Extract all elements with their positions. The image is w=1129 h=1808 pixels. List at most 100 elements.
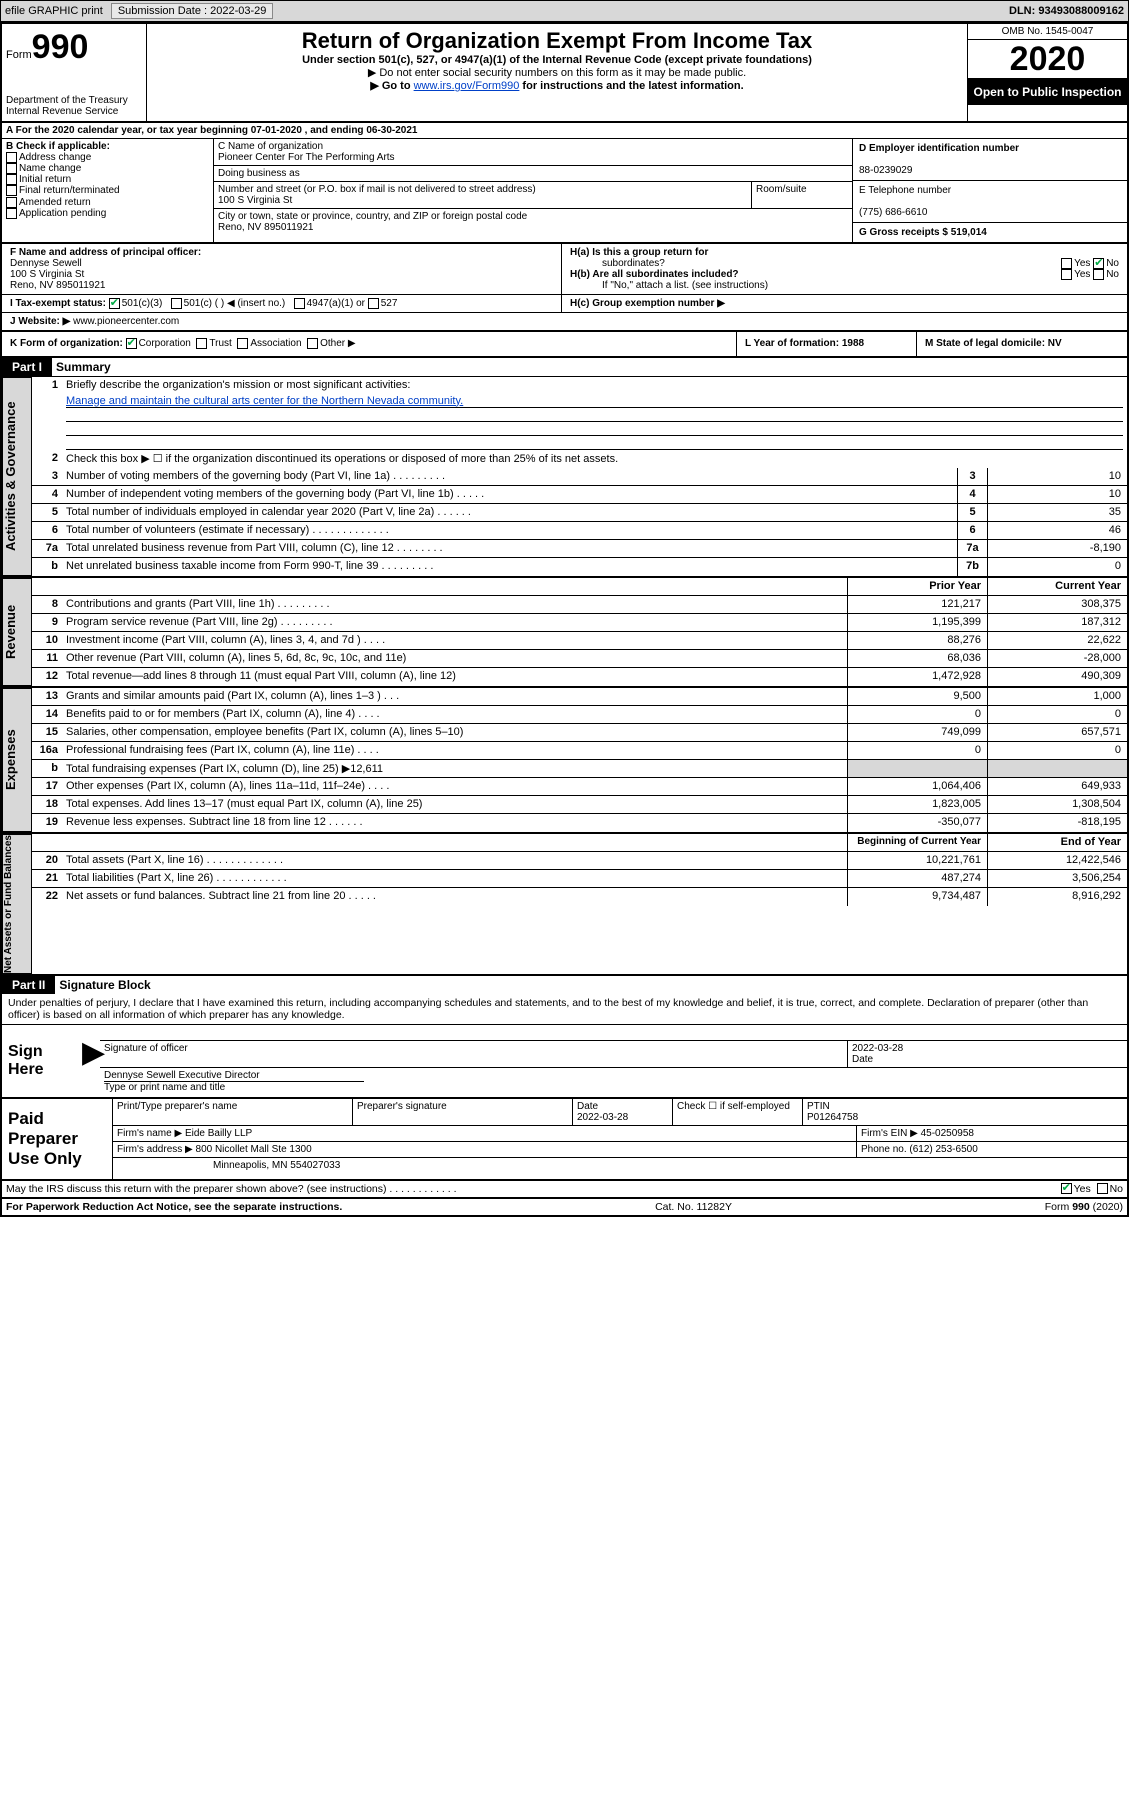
identity-block: B Check if applicable: Address change Na… bbox=[2, 139, 1127, 244]
line15: Salaries, other compensation, employee b… bbox=[62, 724, 847, 741]
checkbox-other[interactable] bbox=[307, 338, 318, 349]
mission-text[interactable]: Manage and maintain the cultural arts ce… bbox=[66, 395, 1123, 408]
ha-no: No bbox=[1106, 258, 1119, 269]
website-url: www.pioneercenter.com bbox=[73, 316, 179, 327]
paid-preparer-label: Paid Preparer Use Only bbox=[2, 1099, 112, 1179]
arrow-icon: ▶ bbox=[82, 1025, 100, 1097]
checkbox-527[interactable] bbox=[368, 298, 379, 309]
v5: 35 bbox=[987, 504, 1127, 521]
checkbox-name-change[interactable] bbox=[6, 163, 17, 174]
title-block: Return of Organization Exempt From Incom… bbox=[147, 24, 967, 121]
checkbox-ha-yes[interactable] bbox=[1061, 258, 1072, 269]
hb-yes: Yes bbox=[1074, 269, 1090, 280]
prep-date-hdr: Date bbox=[577, 1101, 598, 1112]
m-label: M State of legal domicile: NV bbox=[925, 338, 1062, 349]
p15: 749,099 bbox=[847, 724, 987, 741]
line20: Total assets (Part X, line 16) . . . . .… bbox=[62, 852, 847, 869]
checkbox-application-pending[interactable] bbox=[6, 208, 17, 219]
submission-date-button[interactable]: Submission Date : 2022-03-29 bbox=[111, 3, 274, 19]
line10: Investment income (Part VIII, column (A)… bbox=[62, 632, 847, 649]
vert-governance: Activities & Governance bbox=[2, 377, 32, 576]
p21: 487,274 bbox=[847, 870, 987, 887]
hc-label: H(c) Group exemption number ▶ bbox=[570, 298, 725, 309]
f-label: F Name and address of principal officer: bbox=[10, 247, 201, 258]
tel-value: (775) 686-6610 bbox=[859, 207, 927, 218]
officer-name: Dennyse Sewell bbox=[10, 258, 82, 269]
sig-date-value: 2022-03-28 bbox=[852, 1043, 903, 1054]
checkbox-4947[interactable] bbox=[294, 298, 305, 309]
c9: 187,312 bbox=[987, 614, 1127, 631]
checkbox-final-return[interactable] bbox=[6, 185, 17, 196]
checkbox-ha-no[interactable] bbox=[1093, 258, 1104, 269]
current-year-hdr: Current Year bbox=[987, 578, 1127, 595]
firm-name: Firm's name ▶ Eide Bailly LLP bbox=[113, 1126, 857, 1141]
line3-label: Number of voting members of the governin… bbox=[62, 468, 957, 485]
expenses-block: Expenses 13Grants and similar amounts pa… bbox=[2, 688, 1127, 834]
p20: 10,221,761 bbox=[847, 852, 987, 869]
v4: 10 bbox=[987, 486, 1127, 503]
checkbox-trust[interactable] bbox=[196, 338, 207, 349]
line22: Net assets or fund balances. Subtract li… bbox=[62, 888, 847, 906]
column-c-name-address: C Name of organization Pioneer Center Fo… bbox=[214, 139, 852, 242]
line5-label: Total number of individuals employed in … bbox=[62, 504, 957, 521]
irs-link[interactable]: www.irs.gov/Form990 bbox=[414, 80, 520, 92]
checkbox-501c[interactable] bbox=[171, 298, 182, 309]
p22: 9,734,487 bbox=[847, 888, 987, 906]
hb-note: If "No," attach a list. (see instruction… bbox=[602, 280, 1119, 291]
prep-date-val: 2022-03-28 bbox=[577, 1112, 628, 1123]
row-f-h: F Name and address of principal officer:… bbox=[2, 244, 1127, 295]
ein-row: D Employer identification number 88-0239… bbox=[853, 139, 1127, 181]
row-i-j-hc: I Tax-exempt status: 501(c)(3) 501(c) ( … bbox=[2, 295, 1127, 313]
dba-label: Doing business as bbox=[218, 168, 300, 179]
firm-addr: Firm's address ▶ 800 Nicollet Mall Ste 1… bbox=[117, 1144, 312, 1155]
c20: 12,422,546 bbox=[987, 852, 1127, 869]
print-name-hdr: Print/Type preparer's name bbox=[113, 1099, 353, 1125]
city-value: Reno, NV 895011921 bbox=[218, 222, 313, 233]
sig-officer-label: Signature of officer bbox=[100, 1041, 847, 1067]
checkbox-amended-return[interactable] bbox=[6, 197, 17, 208]
p8: 121,217 bbox=[847, 596, 987, 613]
line9: Program service revenue (Part VIII, line… bbox=[62, 614, 847, 631]
website-row: J Website: ▶ www.pioneercenter.com bbox=[2, 313, 1127, 332]
form-number-block: Form990 Department of the Treasury Inter… bbox=[2, 24, 147, 121]
gross-label: G Gross receipts $ 519,014 bbox=[859, 227, 987, 238]
c11: -28,000 bbox=[987, 650, 1127, 667]
line21: Total liabilities (Part X, line 26) . . … bbox=[62, 870, 847, 887]
checkbox-hb-no[interactable] bbox=[1093, 269, 1104, 280]
c12: 490,309 bbox=[987, 668, 1127, 686]
checkbox-corporation[interactable] bbox=[126, 338, 137, 349]
opt-4947: 4947(a)(1) or bbox=[307, 298, 365, 309]
instructions-note: ▶ Go to www.irs.gov/Form990 for instruct… bbox=[151, 79, 963, 92]
line16b: Total fundraising expenses (Part IX, col… bbox=[62, 760, 847, 777]
state-domicile: M State of legal domicile: NV bbox=[917, 332, 1127, 355]
sign-here-label: Sign Here bbox=[2, 1025, 82, 1097]
p13: 9,500 bbox=[847, 688, 987, 705]
ptin-val: P01264758 bbox=[807, 1112, 858, 1123]
checkbox-address-change[interactable] bbox=[6, 152, 17, 163]
type-name-label: Type or print name and title bbox=[104, 1082, 225, 1093]
tel-label: E Telephone number bbox=[859, 185, 951, 196]
cat-no: Cat. No. 11282Y bbox=[655, 1201, 732, 1213]
year-block: OMB No. 1545-0047 2020 Open to Public In… bbox=[967, 24, 1127, 121]
p12: 1,472,928 bbox=[847, 668, 987, 686]
line2-label: Check this box ▶ ☐ if the organization d… bbox=[62, 450, 1127, 468]
dln-label: DLN: 93493088009162 bbox=[1009, 5, 1124, 17]
checkbox-association[interactable] bbox=[237, 338, 248, 349]
city-label: City or town, state or province, country… bbox=[218, 211, 527, 222]
checkbox-initial-return[interactable] bbox=[6, 174, 17, 185]
ha2-label: subordinates? bbox=[602, 258, 665, 269]
discuss-no: No bbox=[1110, 1183, 1123, 1195]
check-label-5: Application pending bbox=[19, 208, 106, 219]
checkbox-hb-yes[interactable] bbox=[1061, 269, 1072, 280]
name-label: C Name of organization bbox=[218, 141, 323, 152]
discuss-row: May the IRS discuss this return with the… bbox=[2, 1181, 1127, 1199]
row-k-l-m: K Form of organization: Corporation Trus… bbox=[2, 332, 1127, 357]
checkbox-501c3[interactable] bbox=[109, 298, 120, 309]
ein-label: D Employer identification number bbox=[859, 143, 1019, 154]
checkbox-discuss-yes[interactable] bbox=[1061, 1183, 1072, 1194]
ha-yes: Yes bbox=[1074, 258, 1090, 269]
line11: Other revenue (Part VIII, column (A), li… bbox=[62, 650, 847, 667]
v7a: -8,190 bbox=[987, 540, 1127, 557]
governance-block: Activities & Governance 1Briefly describ… bbox=[2, 377, 1127, 578]
checkbox-discuss-no[interactable] bbox=[1097, 1183, 1108, 1194]
